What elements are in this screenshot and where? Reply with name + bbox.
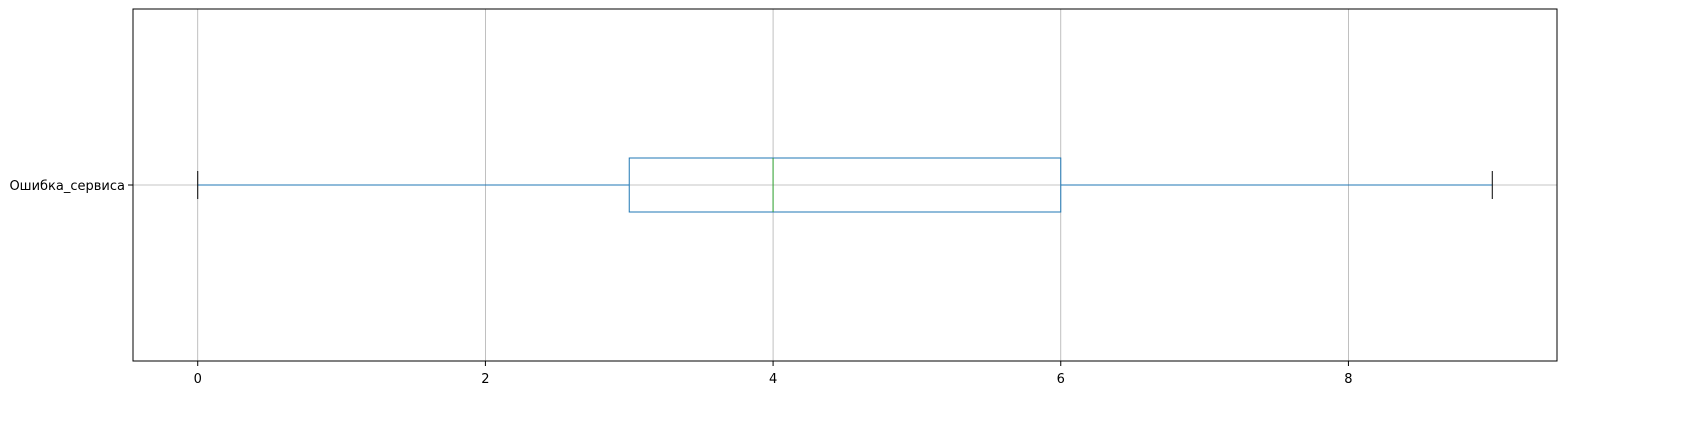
x-tick-label: 8 — [1344, 372, 1352, 387]
x-tick-label: 0 — [194, 372, 202, 387]
x-axis-ticks: 0 2 4 6 8 — [194, 361, 1353, 387]
iqr-box — [628, 157, 1062, 213]
y-axis-ticks: Ошибка_сервиса — [9, 179, 133, 194]
x-tick-label: 6 — [1057, 372, 1065, 387]
y-tick-label: Ошибка_сервиса — [9, 179, 125, 194]
x-tick-label: 4 — [769, 372, 777, 387]
x-tick-label: 2 — [481, 372, 489, 387]
box-layer — [197, 157, 1493, 213]
